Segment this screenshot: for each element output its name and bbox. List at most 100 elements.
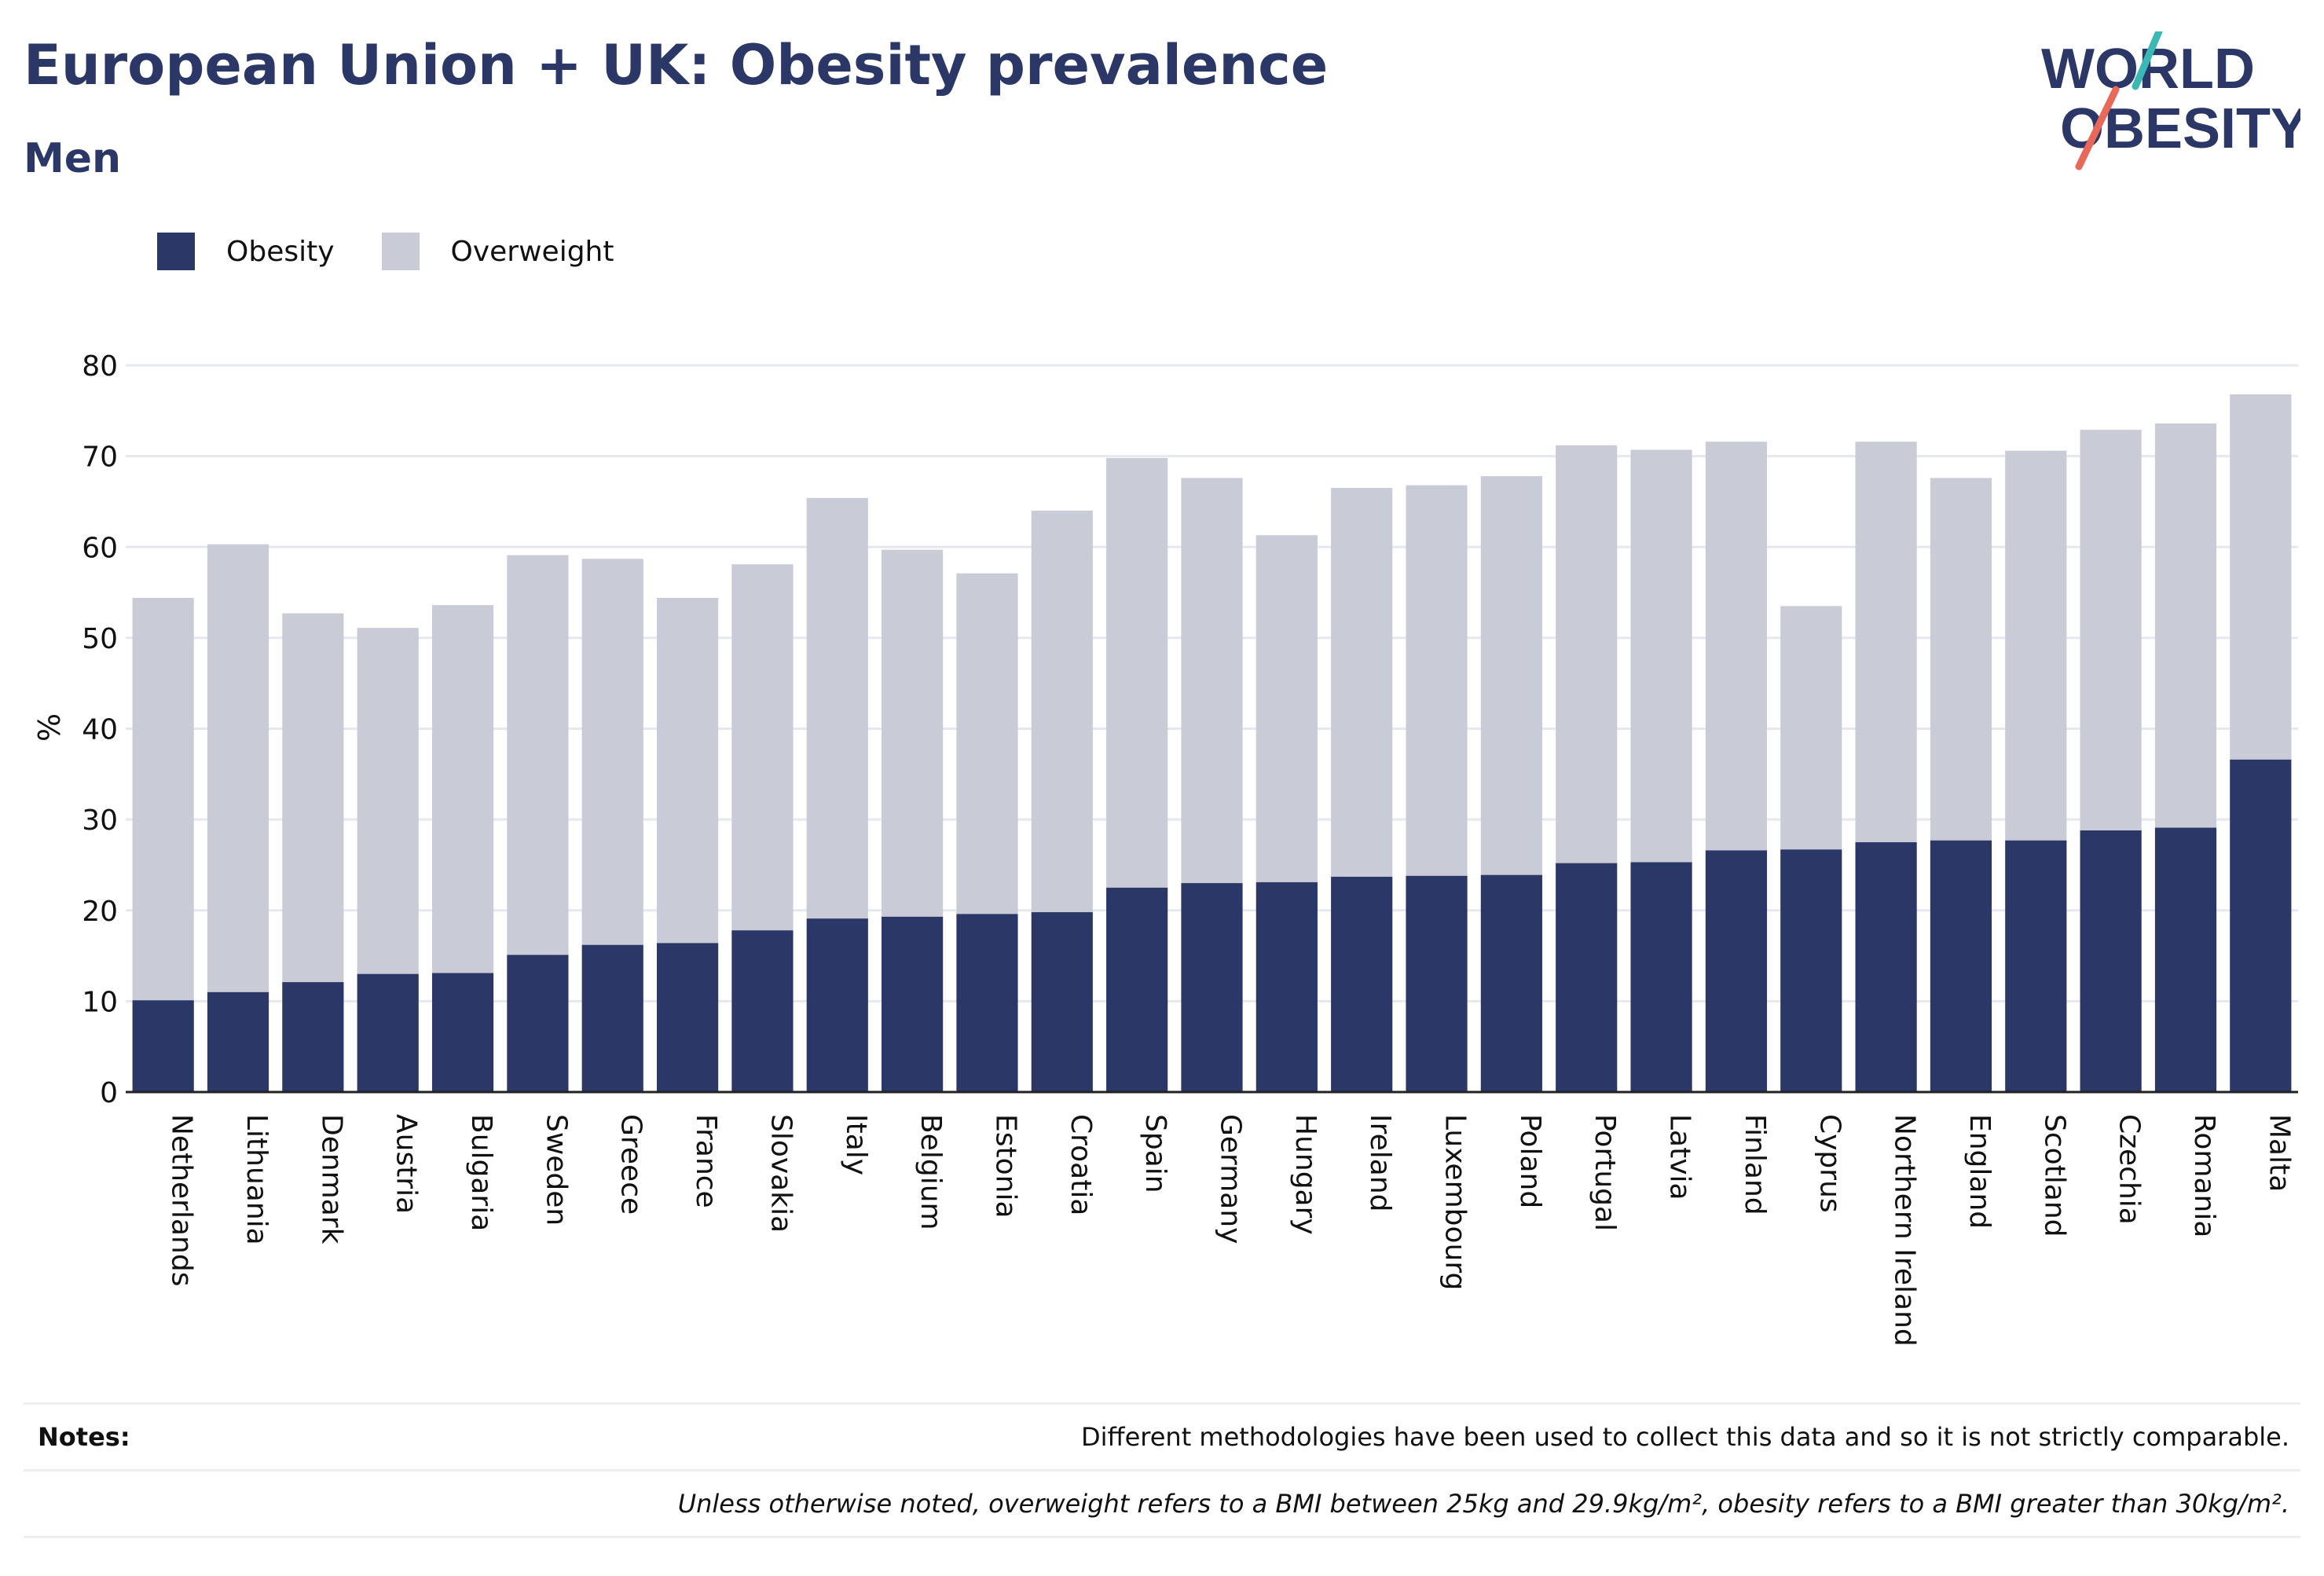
bar-overweight bbox=[2080, 430, 2142, 830]
x-tick-label: Greece bbox=[615, 1114, 647, 1215]
x-tick-label: Latvia bbox=[1664, 1114, 1696, 1200]
bar-obesity bbox=[882, 916, 944, 1092]
x-tick-label: Portugal bbox=[1589, 1114, 1621, 1231]
x-tick-label: Scotland bbox=[2038, 1114, 2070, 1237]
bar-overweight bbox=[581, 559, 643, 945]
bar-overweight bbox=[1106, 457, 1168, 888]
x-tick-label: Luxembourg bbox=[1439, 1114, 1472, 1290]
bar-overweight bbox=[1255, 535, 1318, 882]
notes-row-1: Notes: Different methodologies have been… bbox=[24, 1402, 2300, 1469]
bar-obesity bbox=[806, 918, 868, 1092]
notes-text-bmi-definition: Unless otherwise noted, overweight refer… bbox=[677, 1489, 2289, 1519]
bar-obesity bbox=[357, 973, 419, 1092]
legend-label-obesity: Obesity bbox=[226, 235, 335, 268]
x-tick-label: Denmark bbox=[315, 1114, 347, 1244]
axis-layer: 0 10 20 30 40 50 60 70 80 Netherlands Lithuania Den… bbox=[82, 350, 2298, 1347]
bar-overweight bbox=[2154, 423, 2217, 828]
x-tick-label: Italy bbox=[840, 1114, 872, 1175]
x-tick-label: Estonia bbox=[989, 1114, 1021, 1219]
notes-label: Notes: bbox=[38, 1422, 130, 1452]
x-tick-label: Netherlands bbox=[166, 1114, 198, 1286]
bar-obesity bbox=[956, 914, 1018, 1092]
bar-overweight bbox=[132, 598, 194, 1001]
bar-obesity bbox=[2154, 827, 2217, 1092]
bar-obesity bbox=[656, 943, 719, 1092]
x-tick-label: Spain bbox=[1139, 1114, 1171, 1193]
bar-obesity bbox=[207, 991, 269, 1092]
bar-obesity bbox=[132, 1000, 194, 1092]
bar-overweight bbox=[731, 564, 794, 931]
bar-obesity bbox=[1480, 874, 1542, 1092]
bar-overweight bbox=[1480, 476, 1542, 875]
bar-overweight bbox=[1556, 445, 1618, 863]
bar-overweight bbox=[1031, 511, 1093, 913]
x-tick-label: Czechia bbox=[2113, 1114, 2146, 1225]
notes-row-2: Unless otherwise noted, overweight refer… bbox=[24, 1469, 2300, 1538]
bar-overweight bbox=[656, 598, 719, 944]
bar-overweight bbox=[357, 628, 419, 974]
x-tick-label: Romania bbox=[2188, 1114, 2220, 1237]
legend-item-obesity: Obesity bbox=[157, 233, 335, 270]
x-tick-label: Bulgaria bbox=[465, 1114, 497, 1231]
world-obesity-logo: WORLD OBESITY bbox=[2041, 31, 2300, 170]
x-tick-label: Croatia bbox=[1065, 1114, 1097, 1215]
bar-obesity bbox=[1181, 883, 1243, 1092]
chart-title: European Union + UK: Obesity prevalence bbox=[24, 33, 1329, 97]
y-tick-label: 60 bbox=[82, 532, 118, 564]
bar-obesity bbox=[1630, 862, 1692, 1092]
bar-overweight bbox=[882, 549, 944, 917]
bar-overweight bbox=[207, 544, 269, 992]
bar-obesity bbox=[431, 973, 494, 1092]
bar-obesity bbox=[731, 930, 794, 1092]
stacked-bar-chart: 0 10 20 30 40 50 60 70 80 Netherlands Lithuania Den… bbox=[32, 350, 2298, 1347]
logo-slash-teal bbox=[2132, 31, 2163, 90]
bar-overweight bbox=[1930, 478, 1992, 841]
x-tick-label: Austria bbox=[390, 1114, 423, 1214]
y-axis-label: % bbox=[32, 713, 67, 742]
notes-section: Notes: Different methodologies have been… bbox=[24, 1402, 2300, 1538]
y-tick-label: 0 bbox=[100, 1077, 118, 1109]
y-tick-label: 50 bbox=[82, 623, 118, 655]
bar-obesity bbox=[1780, 849, 1842, 1092]
chart-subtitle: Men bbox=[24, 135, 122, 182]
bar-obesity bbox=[1255, 881, 1318, 1092]
x-tick-label: Poland bbox=[1514, 1114, 1546, 1208]
bar-overweight bbox=[2005, 450, 2067, 841]
bar-overweight bbox=[1855, 442, 1917, 843]
x-tick-label: Lithuania bbox=[240, 1114, 273, 1245]
bar-overweight bbox=[507, 555, 569, 955]
bar-obesity bbox=[581, 944, 643, 1092]
bar-obesity bbox=[1705, 850, 1768, 1092]
x-tick-label: Hungary bbox=[1289, 1114, 1321, 1235]
legend: Obesity Overweight bbox=[157, 233, 661, 270]
bar-overweight bbox=[956, 573, 1018, 914]
bar-overweight bbox=[806, 497, 868, 919]
y-tick-label: 10 bbox=[82, 986, 118, 1018]
y-tick-label: 80 bbox=[82, 350, 118, 383]
bar-layer bbox=[132, 394, 2292, 1092]
y-tick-label: 30 bbox=[82, 804, 118, 837]
bar-obesity bbox=[1930, 840, 1992, 1092]
bar-overweight bbox=[1630, 449, 1692, 863]
x-tick-label: Belgium bbox=[915, 1114, 947, 1230]
x-tick-label: France bbox=[690, 1114, 722, 1208]
bar-obesity bbox=[1106, 887, 1168, 1092]
x-tick-label: Slovakia bbox=[764, 1114, 797, 1233]
bar-obesity bbox=[282, 982, 344, 1092]
bar-obesity bbox=[507, 955, 569, 1092]
legend-swatch-overweight bbox=[381, 233, 420, 270]
x-tick-label: Northern Ireland bbox=[1889, 1114, 1921, 1347]
logo-slash-coral bbox=[2075, 86, 2120, 170]
bar-obesity bbox=[1031, 912, 1093, 1092]
bar-obesity bbox=[2230, 759, 2292, 1092]
legend-label-overweight: Overweight bbox=[450, 235, 614, 268]
bar-obesity bbox=[1331, 876, 1393, 1092]
x-tick-label: Ireland bbox=[1364, 1114, 1396, 1212]
x-tick-label: Finland bbox=[1739, 1114, 1771, 1215]
bar-overweight bbox=[1705, 442, 1768, 851]
x-tick-label: Malta bbox=[2263, 1114, 2295, 1192]
bar-overweight bbox=[1181, 478, 1243, 884]
bar-overweight bbox=[1406, 485, 1468, 876]
y-tick-label: 40 bbox=[82, 714, 118, 746]
notes-text-methodology: Different methodologies have been used t… bbox=[1081, 1422, 2289, 1452]
